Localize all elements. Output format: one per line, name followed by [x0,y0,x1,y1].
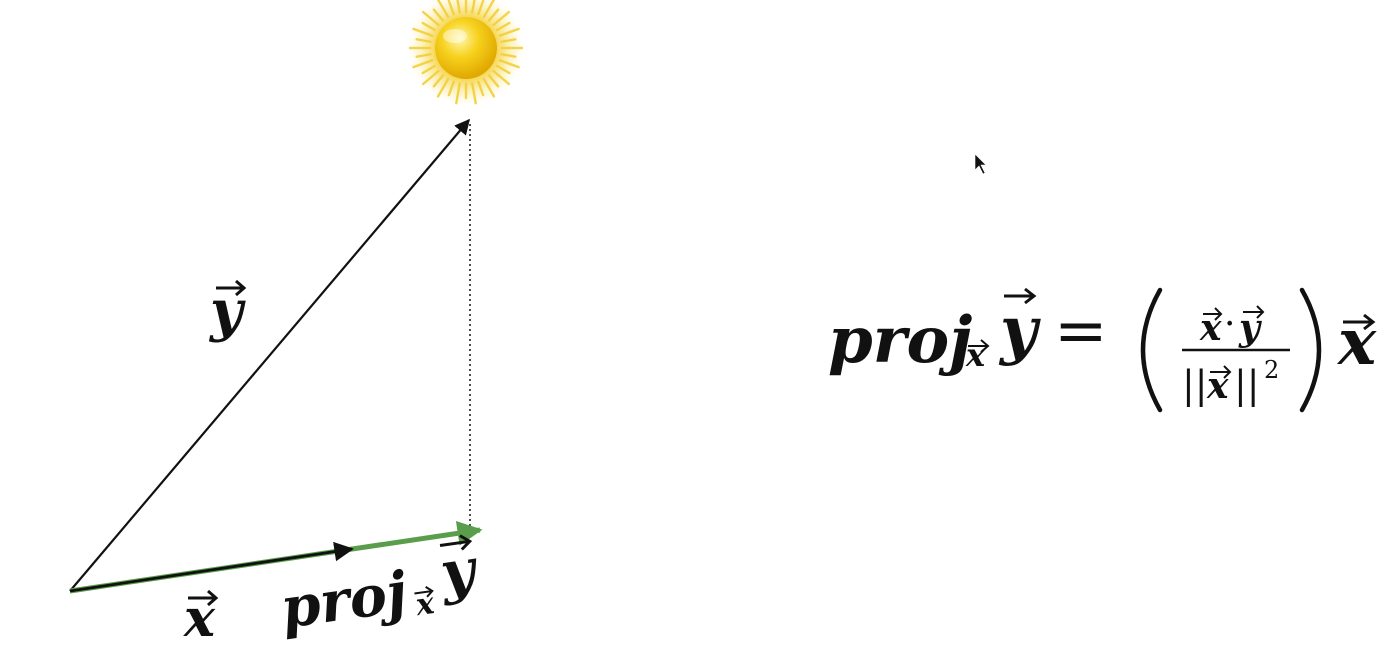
vector-y-label: y [208,278,247,344]
sun-ray [421,64,437,75]
formula-lhs-prefix: proj [828,303,972,378]
sun-ray [456,0,461,14]
formula-left-paren [1140,287,1163,413]
vector-y-arrow [69,118,470,592]
formula-numerator-dot: · [1224,304,1235,345]
svg-text:y: y [434,535,483,608]
sun-ray [500,38,517,43]
formula-denominator-vector: x [1206,365,1229,407]
sun-ray [482,0,496,19]
sun-ray [495,64,511,75]
svg-text:y: y [208,278,246,344]
projection-label: proj x y [277,534,483,642]
sun-icon [408,0,524,106]
sun-ray [432,8,445,22]
sun-ray [421,21,437,32]
svg-text:proj: proj [277,559,411,642]
sun-ray [482,77,496,98]
projection-formula: proj x y = x · y || x || 2 x [828,287,1377,413]
formula-numerator-x: x [1199,307,1222,349]
formula-denominator-exponent: 2 [1264,356,1279,384]
formula-denominator-bars-right: || [1234,363,1260,407]
mouse-pointer-icon [974,153,987,175]
formula-numerator-y: y [1238,307,1262,349]
sun-ray [436,77,450,98]
sun-ray [477,0,485,16]
sun-ray [492,10,511,27]
vector-x-arrow [69,541,354,593]
sun-ray [471,0,476,14]
vector-x-label: x [183,588,219,649]
sun-ray [415,38,432,43]
formula-lhs-subscript: x [965,336,986,374]
sun-ray [495,21,511,32]
sun-ray [498,59,520,69]
formula-equals: = [1054,294,1108,368]
sun-ray [447,0,455,16]
svg-text:x: x [413,586,438,623]
formula-lhs-vector: y [998,293,1041,368]
svg-text:x: x [183,588,216,649]
formula-right-paren [1299,287,1322,413]
sun-ray [492,69,511,86]
sun-ray [436,0,450,19]
sun-ray [477,80,485,97]
formula-denominator-bars-left: || [1182,363,1208,407]
sun-ray [447,80,455,97]
sun-ray [487,74,500,88]
sun-ray [455,82,461,105]
sun-ray [432,74,445,88]
sun-ray [412,27,434,37]
sun-ray [487,8,500,22]
sun-ray [498,27,520,37]
sun-ray [415,53,432,58]
sun-ray [421,69,440,86]
sun-ray [421,10,440,27]
sun-ray [471,82,477,105]
sun-ray [412,59,434,69]
sun-ray [500,53,517,58]
formula-rhs-vector: x [1336,305,1377,380]
